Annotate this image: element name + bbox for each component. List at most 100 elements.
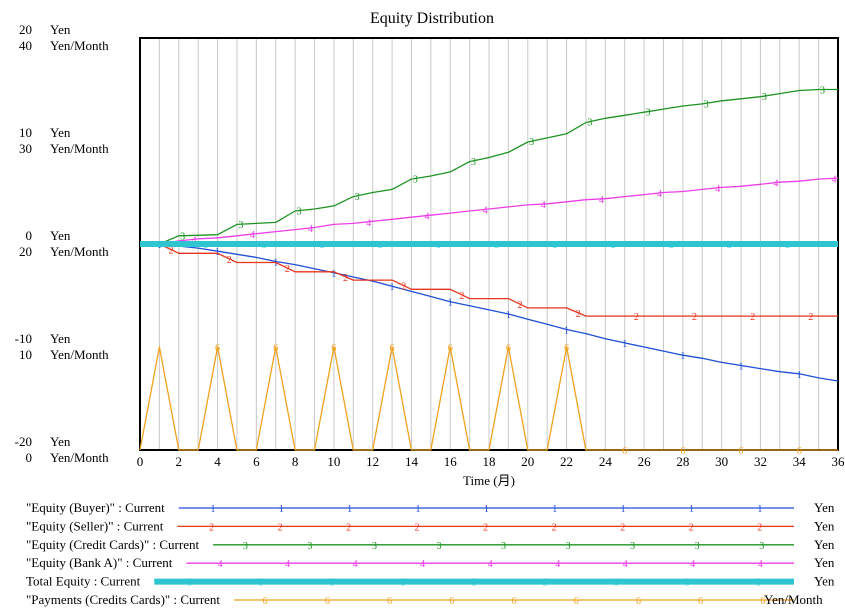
x-axis: 0 2 4 6 8 10 12 14 16 18 20 22 24 26 28 30 32 34 36: [137, 454, 845, 469]
series-marker: 5: [611, 240, 616, 251]
x-tick-label: 18: [483, 454, 496, 469]
legend-marker: 1: [416, 504, 421, 515]
y-tick-label: 10: [19, 347, 32, 362]
series-marker: 5: [320, 240, 325, 251]
legend-marker: 2: [620, 522, 625, 533]
y-axis-unit-label: Yen: [50, 331, 71, 346]
legend-label: "Equity (Seller)" : Current: [26, 518, 164, 533]
legend: "Equity (Buyer)" : Current 1 1 1 1 1 1 1 1 1 Yen "E…: [26, 500, 835, 607]
series-marker: 3: [238, 220, 243, 231]
y-tick-label: 10: [19, 125, 32, 140]
legend-marker: 4: [285, 559, 290, 570]
legend-marker: 5: [472, 578, 477, 589]
legend-marker: 4: [758, 559, 763, 570]
x-tick-label: 30: [715, 454, 728, 469]
legend-marker: 4: [488, 559, 493, 570]
series-marker: 6: [448, 343, 453, 354]
series-marker: 4: [250, 230, 255, 241]
legend-label: Total Equity : Current: [26, 574, 141, 589]
legend-marker: 1: [552, 504, 557, 515]
x-tick-label: 4: [214, 454, 221, 469]
series-marker: 2: [750, 312, 755, 323]
series-marker: 3: [471, 157, 476, 168]
series-marker: 3: [762, 92, 767, 103]
x-tick-label: 28: [676, 454, 689, 469]
legend-marker: 2: [346, 522, 351, 533]
legend-marker: 4: [420, 559, 425, 570]
series-marker: 1: [564, 325, 569, 336]
x-tick-label: 14: [405, 454, 419, 469]
series-marker: 5: [436, 240, 441, 251]
series-marker: 5: [378, 240, 383, 251]
legend-marker: 4: [690, 559, 695, 570]
series-marker: 1: [448, 298, 453, 309]
series-marker: 1: [797, 370, 802, 381]
x-tick-label: 0: [137, 454, 144, 469]
series-line: [139, 346, 838, 451]
x-tick-label: 36: [832, 454, 845, 469]
legend-marker: 2: [552, 522, 557, 533]
series-marker: 1: [506, 310, 511, 321]
legend-marker: 2: [209, 522, 214, 533]
legend-unit: Yen/Month: [764, 592, 823, 607]
x-tick-label: 22: [560, 454, 573, 469]
series-marker: 4: [192, 235, 197, 246]
series-marker: 2: [576, 309, 581, 320]
legend-marker: 5: [756, 578, 761, 589]
series-line: [140, 243, 838, 317]
legend-marker: 6: [263, 596, 268, 607]
y-tick-label: -10: [15, 331, 32, 346]
series-marker: 4: [773, 179, 778, 190]
legend-marker: 6: [636, 596, 641, 607]
series-line: [140, 177, 839, 245]
series-marker: 5: [785, 240, 790, 251]
x-tick-label: 24: [599, 454, 613, 469]
series-marker: 5: [669, 240, 674, 251]
series-marker: 2: [518, 300, 523, 311]
legend-label: "Equity (Credit Cards)" : Current: [26, 537, 199, 552]
series-marker: 6: [564, 343, 569, 354]
x-tick-label: 10: [327, 454, 340, 469]
y-tick-label: -20: [15, 434, 32, 449]
x-tick-label: 2: [176, 454, 183, 469]
legend-marker: 4: [623, 559, 628, 570]
series-marker: 5: [494, 240, 499, 251]
legend-marker: 3: [759, 541, 764, 552]
series-marker: 3: [413, 174, 418, 185]
legend-marker: 6: [698, 596, 703, 607]
y-axis-unit-label: Yen: [50, 125, 71, 140]
legend-marker: 3: [243, 541, 248, 552]
series-marker: 1: [680, 351, 685, 362]
x-tick-label: 8: [292, 454, 299, 469]
series-marker: 1: [390, 282, 395, 293]
series-marker: 4: [657, 189, 662, 200]
legend-marker: 6: [574, 596, 579, 607]
x-tick-label: 34: [793, 454, 807, 469]
y-tick-label: 0: [26, 450, 33, 465]
x-tick-label: 32: [754, 454, 767, 469]
series-marker: 2: [227, 255, 232, 266]
y-axis-unit-label: Yen: [50, 228, 71, 243]
series-marker: 2: [808, 312, 813, 323]
y-tick-label: 20: [19, 22, 32, 37]
x-tick-label: 26: [638, 454, 652, 469]
legend-marker: 1: [347, 504, 352, 515]
legend-marker: 1: [757, 504, 762, 515]
series-marker: 4: [715, 184, 720, 195]
series-marker: 4: [541, 200, 546, 211]
legend-unit: Yen: [814, 555, 835, 570]
series-marker: 6: [331, 343, 336, 354]
legend-marker: 5: [329, 578, 334, 589]
series-marker: 6: [622, 446, 627, 457]
series-marker: 4: [832, 174, 837, 185]
x-axis-label: Time (月): [463, 473, 515, 488]
series-marker: 6: [506, 343, 511, 354]
series-marker: 3: [820, 86, 825, 97]
y-tick-label: 30: [19, 141, 32, 156]
y-axis-unit-label: Yen/Month: [50, 38, 109, 53]
legend-marker: 3: [695, 541, 700, 552]
series-marker: 2: [634, 312, 639, 323]
legend-marker: 3: [566, 541, 571, 552]
legend-marker: 2: [483, 522, 488, 533]
